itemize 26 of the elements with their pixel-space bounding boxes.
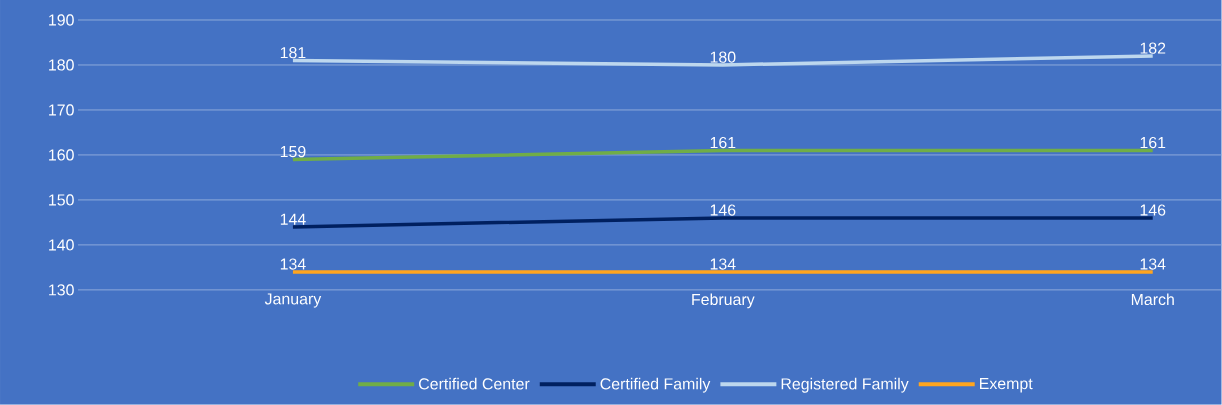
data-label: 134 <box>1140 258 1166 270</box>
data-label: 134 <box>280 258 306 270</box>
y-tick-label: 150 <box>49 194 74 206</box>
y-tick-label: 160 <box>49 149 74 161</box>
data-label: 146 <box>710 204 736 216</box>
x-tick-label: March <box>1131 293 1174 306</box>
data-label: 180 <box>710 51 736 63</box>
data-label: 146 <box>1140 204 1166 216</box>
data-label: 182 <box>1140 42 1166 54</box>
data-label: 144 <box>280 213 306 225</box>
y-tick-label: 140 <box>49 239 74 251</box>
legend-label: Exempt <box>980 378 1033 393</box>
legend-label: Certified Family <box>600 377 711 393</box>
data-label: 134 <box>710 258 736 270</box>
x-tick-label: February <box>692 293 755 309</box>
y-tick-label: 190 <box>49 14 74 26</box>
legend-label: Registered Family <box>781 377 909 393</box>
data-label: 161 <box>1140 137 1166 149</box>
data-label: 161 <box>710 137 736 149</box>
data-label: 181 <box>280 47 306 59</box>
y-tick-label: 170 <box>49 104 74 116</box>
legend-label: Certified Center <box>419 377 530 390</box>
y-tick-label: 130 <box>49 284 74 296</box>
y-tick-label: 180 <box>49 59 74 71</box>
x-tick-label: January <box>264 293 322 308</box>
data-label: 159 <box>280 146 306 158</box>
